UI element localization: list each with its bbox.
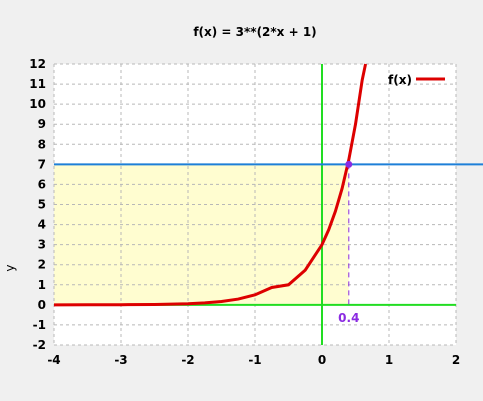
x-tick-label: -3 [114, 353, 127, 367]
y-tick-label: 2 [38, 258, 46, 272]
x-tick-label: 0 [318, 353, 326, 367]
y-tick-label: 0 [38, 298, 46, 312]
legend: f(x) [388, 73, 445, 87]
y-tick-label: 9 [38, 117, 46, 131]
legend-label-fx: f(x) [388, 73, 412, 87]
highlight-label: 0.4 [338, 311, 359, 325]
y-tick-label: 8 [38, 137, 46, 151]
y-tick-label: 10 [29, 97, 46, 111]
highlight-point [345, 160, 353, 168]
y-tick-label: 11 [29, 77, 46, 91]
x-tick-label: 1 [385, 353, 393, 367]
x-tick-labels: -4 -3 -2 -1 0 1 2 [47, 353, 460, 367]
x-tick-label: -2 [181, 353, 194, 367]
y-tick-label: 6 [38, 177, 46, 191]
x-tick-label: -4 [47, 353, 60, 367]
y-tick-label: -2 [33, 338, 46, 352]
y-tick-label: 12 [29, 57, 46, 71]
x-tick-label: 2 [452, 353, 460, 367]
y-tick-label: -1 [33, 318, 46, 332]
y-tick-label: 1 [38, 278, 46, 292]
y-axis-label: y [3, 264, 17, 271]
y-tick-label: 4 [38, 218, 46, 232]
y-tick-label: 7 [38, 157, 46, 171]
y-tick-label: 3 [38, 238, 46, 252]
highlight-region [54, 164, 349, 305]
y-tick-label: 5 [38, 198, 46, 212]
x-tick-label: -1 [248, 353, 261, 367]
chart-title: f(x) = 3**(2*x + 1) [193, 25, 316, 39]
